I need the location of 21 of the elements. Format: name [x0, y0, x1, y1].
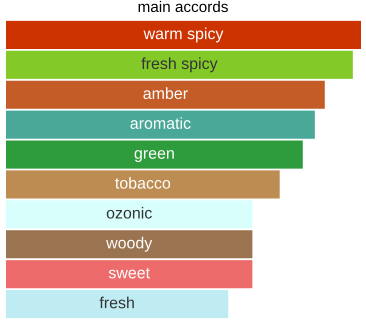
y-tick-label: woody — [106, 236, 152, 252]
bar — [6, 140, 303, 169]
y-tick-label: fresh — [100, 296, 134, 308]
chart-title: main accords — [138, 0, 228, 12]
y-tick-label: tobacco — [115, 177, 170, 189]
bar — [6, 20, 361, 50]
y-tick-label: sweet — [108, 268, 150, 278]
bar — [6, 170, 280, 199]
y-tick-label: green — [134, 150, 174, 162]
y-tick-label: amber — [143, 87, 188, 100]
y-tick-label: warm spicy — [144, 28, 224, 42]
bar — [6, 230, 252, 258]
bar — [6, 110, 315, 139]
bar — [6, 50, 353, 79]
bar — [6, 200, 252, 228]
bar — [6, 260, 252, 288]
y-tick-label: ozonic — [106, 206, 152, 219]
bar — [6, 290, 228, 318]
y-tick-label: aromatic — [130, 117, 191, 129]
y-tick-label: fresh spicy — [141, 57, 218, 72]
bar — [6, 80, 325, 109]
